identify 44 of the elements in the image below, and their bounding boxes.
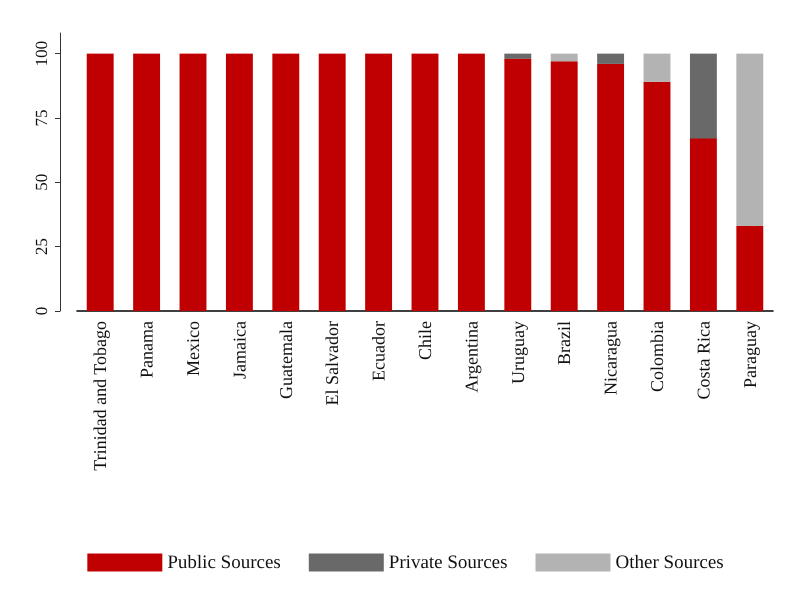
x-tick-label: Brazil [554,321,574,365]
bar [644,54,670,82]
x-tick-label: Colombia [647,320,667,392]
bar [644,82,670,311]
bar [736,226,764,311]
x-tick-label: Ecuador [368,320,389,381]
bar [458,54,485,311]
legend-label: Private Sources [388,552,508,573]
x-tick-label: Guatemala [276,321,296,399]
x-tick-label: Trinidad and Tobago [90,321,110,471]
x-tick-label: Paraguay [740,321,760,388]
bar [318,54,346,311]
y-tick-label: 100 [32,40,51,66]
y-tick-label: 25 [32,238,51,256]
y-tick-label: 50 [32,174,51,191]
x-tick-label: El Salvador [322,321,342,406]
bar [133,54,160,311]
x-tick-label: Panama [136,320,157,378]
bar [86,54,114,311]
x-tick-label: Mexico [183,321,203,376]
bar [504,54,532,59]
bar [597,54,624,64]
bar [272,54,300,311]
x-tick-label: Chile [415,320,435,360]
x-tick-label: Argentina [461,320,482,393]
x-tick-label: Costa Rica [693,321,714,400]
bar [550,61,578,311]
y-tick-label: 75 [32,109,51,126]
bar [736,54,764,226]
x-tick-label: Jamaica [229,320,250,379]
bar [690,138,717,311]
bar [597,64,624,311]
bar [550,54,578,62]
bar [504,58,532,311]
bar [690,54,717,139]
x-tick-label: Uruguay [508,321,528,384]
bar [180,54,206,311]
x-tick-label: Nicaragua [600,320,621,395]
bar [226,54,253,311]
bar [365,54,392,311]
legend-label: Public Sources [167,552,281,573]
y-tick-label: 0 [32,306,51,316]
legend-label: Other Sources [616,552,724,573]
bar [412,54,438,311]
